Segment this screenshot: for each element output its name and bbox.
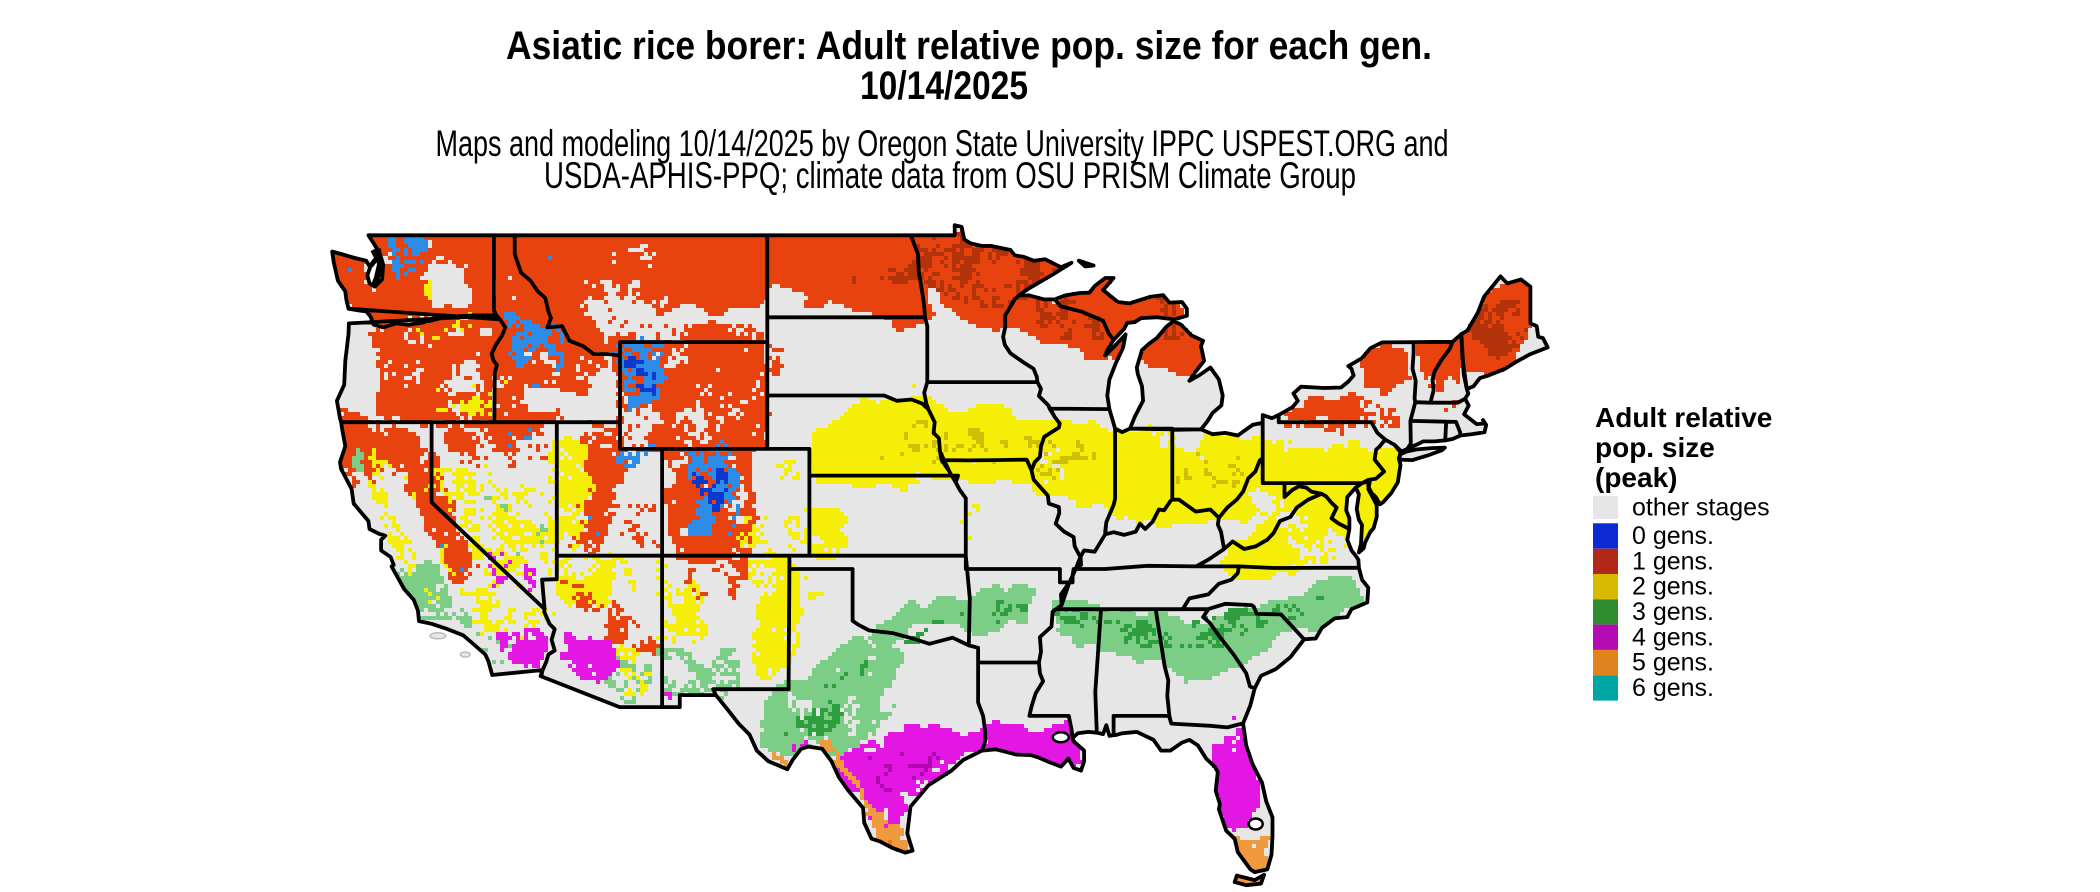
svg-text:pop. size: pop. size (1595, 432, 1715, 463)
svg-text:Asiatic rice borer: Adult rela: Asiatic rice borer: Adult relative pop. … (506, 24, 1432, 68)
svg-text:other stages: other stages (1632, 494, 1770, 522)
svg-text:USDA-APHIS-PPQ; climate data f: USDA-APHIS-PPQ; climate data from OSU PR… (544, 155, 1356, 196)
svg-text:Maps and modeling 10/14/2025 b: Maps and modeling 10/14/2025 by Oregon S… (436, 123, 1449, 164)
svg-text:6 gens.: 6 gens. (1632, 674, 1714, 702)
svg-text:10/14/2025: 10/14/2025 (860, 64, 1028, 108)
svg-text:3 gens.: 3 gens. (1632, 598, 1714, 626)
svg-text:0 gens.: 0 gens. (1632, 522, 1714, 550)
svg-text:1 gens.: 1 gens. (1632, 547, 1714, 575)
svg-text:2 gens.: 2 gens. (1632, 573, 1714, 601)
svg-text:5 gens.: 5 gens. (1632, 649, 1714, 677)
svg-text:4 gens.: 4 gens. (1632, 623, 1714, 651)
svg-text:(peak): (peak) (1595, 462, 1677, 493)
svg-text:Adult relative: Adult relative (1595, 402, 1772, 433)
